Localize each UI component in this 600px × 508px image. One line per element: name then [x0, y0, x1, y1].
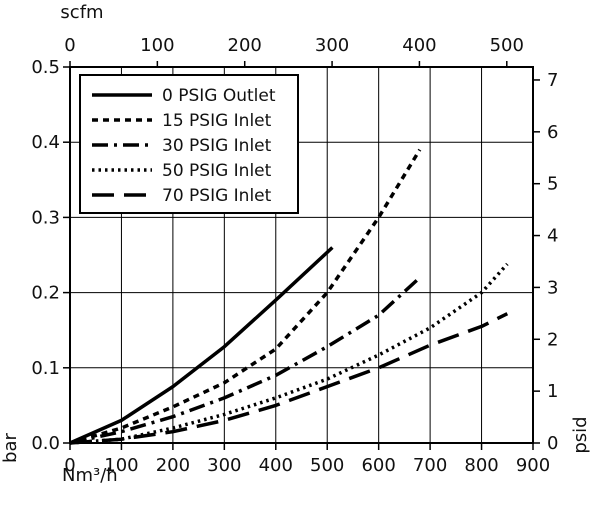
- series-line-1: [69, 148, 422, 445]
- series-point-1: [419, 149, 420, 150]
- series-point-1: [378, 217, 379, 218]
- x-tick-label: 400: [259, 455, 293, 476]
- series-point-0: [275, 300, 276, 301]
- x-tick-label: 300: [207, 455, 241, 476]
- series-point-0: [172, 386, 173, 387]
- y-tick-label: 0.5: [31, 57, 60, 78]
- series-point-4: [378, 367, 379, 368]
- x-tick-label: 500: [310, 455, 344, 476]
- x-tick-label: 700: [413, 455, 447, 476]
- top-tick-label: 0: [64, 35, 75, 56]
- right-tick-label: 3: [547, 277, 558, 298]
- series-point-3: [275, 397, 276, 398]
- x-tick-label: 800: [464, 455, 498, 476]
- top-tick-label: 500: [490, 35, 524, 56]
- right-axis-title: psid: [570, 416, 591, 453]
- x-tick-label: 200: [156, 455, 190, 476]
- top-axis-title: scfm: [60, 2, 103, 23]
- legend-label: 15 PSIG Inlet: [162, 111, 272, 131]
- series-point-3: [224, 414, 225, 415]
- series-point-4: [172, 431, 173, 432]
- legend-label: 30 PSIG Inlet: [162, 136, 272, 156]
- legend-label: 50 PSIG Inlet: [162, 161, 272, 181]
- series-point-4: [275, 405, 276, 406]
- series-line-2: [69, 276, 421, 445]
- x-tick-label: 0: [64, 455, 75, 476]
- series-point-0: [332, 247, 333, 248]
- series-point-2: [224, 397, 225, 398]
- plot-frame: [69, 66, 534, 444]
- y-axis-title: bar: [0, 432, 21, 462]
- series-point-4: [70, 443, 71, 444]
- right-tick-label: 2: [547, 329, 558, 350]
- right-tick-label: 4: [547, 226, 558, 247]
- series-point-2: [419, 277, 420, 278]
- right-tick-label: 7: [547, 70, 558, 91]
- series-point-1: [327, 292, 328, 293]
- series-point-4: [507, 313, 508, 314]
- series-line-3: [69, 262, 509, 445]
- right-tick-label: 6: [547, 122, 558, 143]
- y-tick-label: 0.2: [31, 283, 60, 304]
- series-point-3: [378, 355, 379, 356]
- series-point-4: [224, 420, 225, 421]
- series-point-4: [121, 439, 122, 440]
- series-point-3: [327, 379, 328, 380]
- series-point-3: [481, 292, 482, 293]
- x-tick-label: 100: [104, 455, 138, 476]
- top-tick-label: 100: [140, 35, 174, 56]
- series-point-3: [430, 327, 431, 328]
- series-layer: [69, 148, 509, 445]
- right-tick-label: 0: [547, 433, 558, 454]
- series-point-4: [481, 326, 482, 327]
- y-tick-label: 0.4: [31, 132, 60, 153]
- legend-label: 70 PSIG Inlet: [162, 186, 272, 206]
- series-point-1: [121, 427, 122, 428]
- y-tick-label: 0.0: [31, 433, 60, 454]
- y-tick-label: 0.3: [31, 207, 60, 228]
- x-tick-label: 600: [361, 455, 395, 476]
- series-line-0: [69, 246, 334, 445]
- legend: 0 PSIG Outlet 15 PSIG Inlet 30 PSIG Inlet 5…: [79, 74, 299, 214]
- series-point-3: [172, 427, 173, 428]
- series-point-2: [275, 375, 276, 376]
- series-point-0: [224, 346, 225, 347]
- right-tick-label: 5: [547, 174, 558, 195]
- series-point-4: [327, 386, 328, 387]
- y-tick-label: 0.1: [31, 358, 60, 379]
- series-point-2: [172, 416, 173, 417]
- series-point-3: [507, 264, 508, 265]
- series-point-1: [224, 382, 225, 383]
- right-tick-label: 1: [547, 381, 558, 402]
- x-tick-label: 900: [516, 455, 550, 476]
- series-point-2: [378, 315, 379, 316]
- series-point-4: [430, 345, 431, 346]
- series-line-4: [69, 312, 509, 445]
- series-point-2: [327, 346, 328, 347]
- top-tick-label: 400: [402, 35, 436, 56]
- legend-label: 0 PSIG Outlet: [162, 86, 276, 106]
- top-tick-label: 300: [315, 35, 349, 56]
- top-tick-label: 200: [228, 35, 262, 56]
- x-axis-title: Nm³/h: [62, 465, 118, 486]
- series-point-1: [275, 349, 276, 350]
- series-point-2: [121, 431, 122, 432]
- series-point-1: [172, 406, 173, 407]
- series-point-0: [121, 420, 122, 421]
